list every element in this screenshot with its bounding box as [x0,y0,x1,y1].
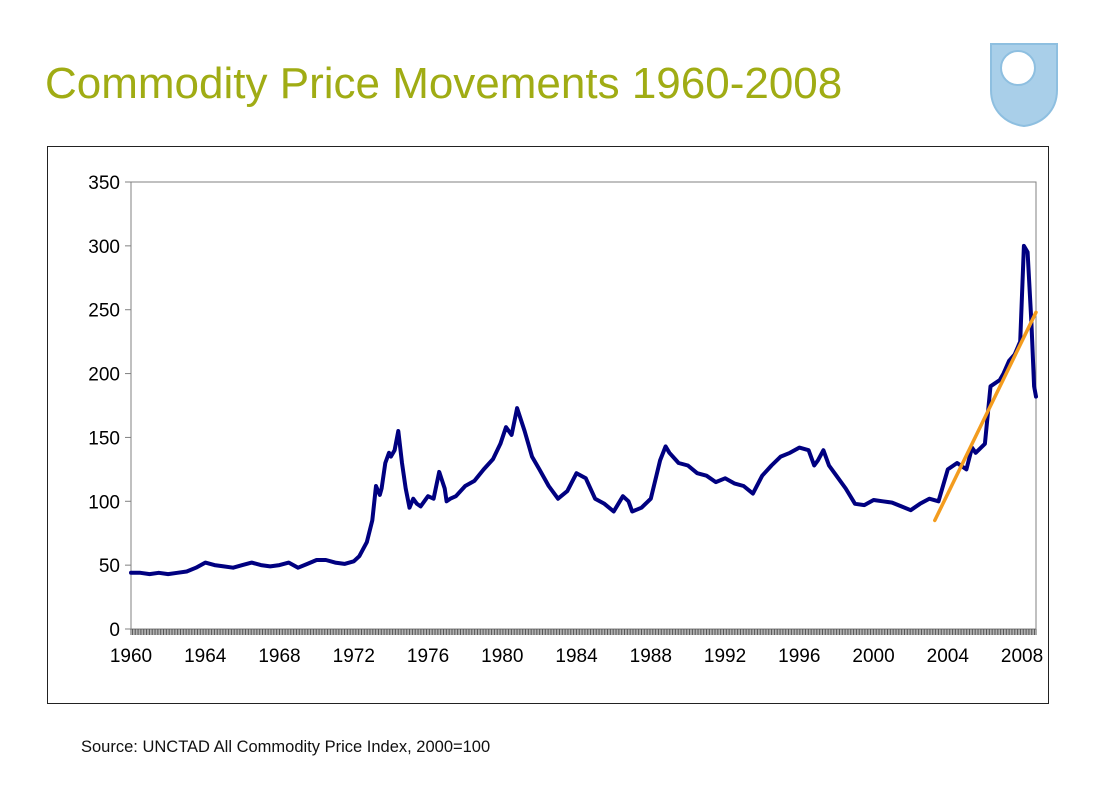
price-index-line [129,243,1038,577]
x-tick-label: 1960 [110,646,152,667]
y-tick-label: 350 [88,173,120,194]
x-tick-label: 1984 [555,646,598,667]
plot-area [130,181,1037,630]
chart-frame: 0 50 100 150 200 250 300 350 1960 1964 1968 1972 197… [47,146,1049,704]
trend-line [933,310,1038,523]
y-tick-label: 50 [99,556,120,577]
x-tick-label: 1996 [778,646,820,667]
y-tick-label: 250 [88,301,120,322]
x-tick-label: 1976 [407,646,449,667]
logo-circle [1000,50,1036,86]
x-tick-label: 2004 [927,646,970,667]
x-tick-label: 2008 [1001,646,1043,667]
source-note: Source: UNCTAD All Commodity Price Index… [81,738,491,756]
x-tick-label: 1988 [630,646,672,667]
y-tick-label: 100 [88,492,120,513]
y-tick-label: 300 [88,237,120,258]
shield-logo-icon [985,38,1063,130]
y-tick-label: 0 [109,620,120,641]
y-tick-label: 150 [88,428,120,449]
x-tick-label: 2000 [852,646,894,667]
slide-title: Commodity Price Movements 1960-2008 [45,59,843,108]
y-tick-label: 200 [88,365,120,386]
commodity-price-chart: 0 50 100 150 200 250 300 350 1960 1964 1968 1972 197… [88,173,1043,667]
x-tick-label: 1964 [184,646,227,667]
x-tick-label: 1968 [258,646,300,667]
x-tick-label: 1972 [333,646,375,667]
x-tick-label: 1992 [704,646,746,667]
x-tick-label: 1980 [481,646,523,667]
